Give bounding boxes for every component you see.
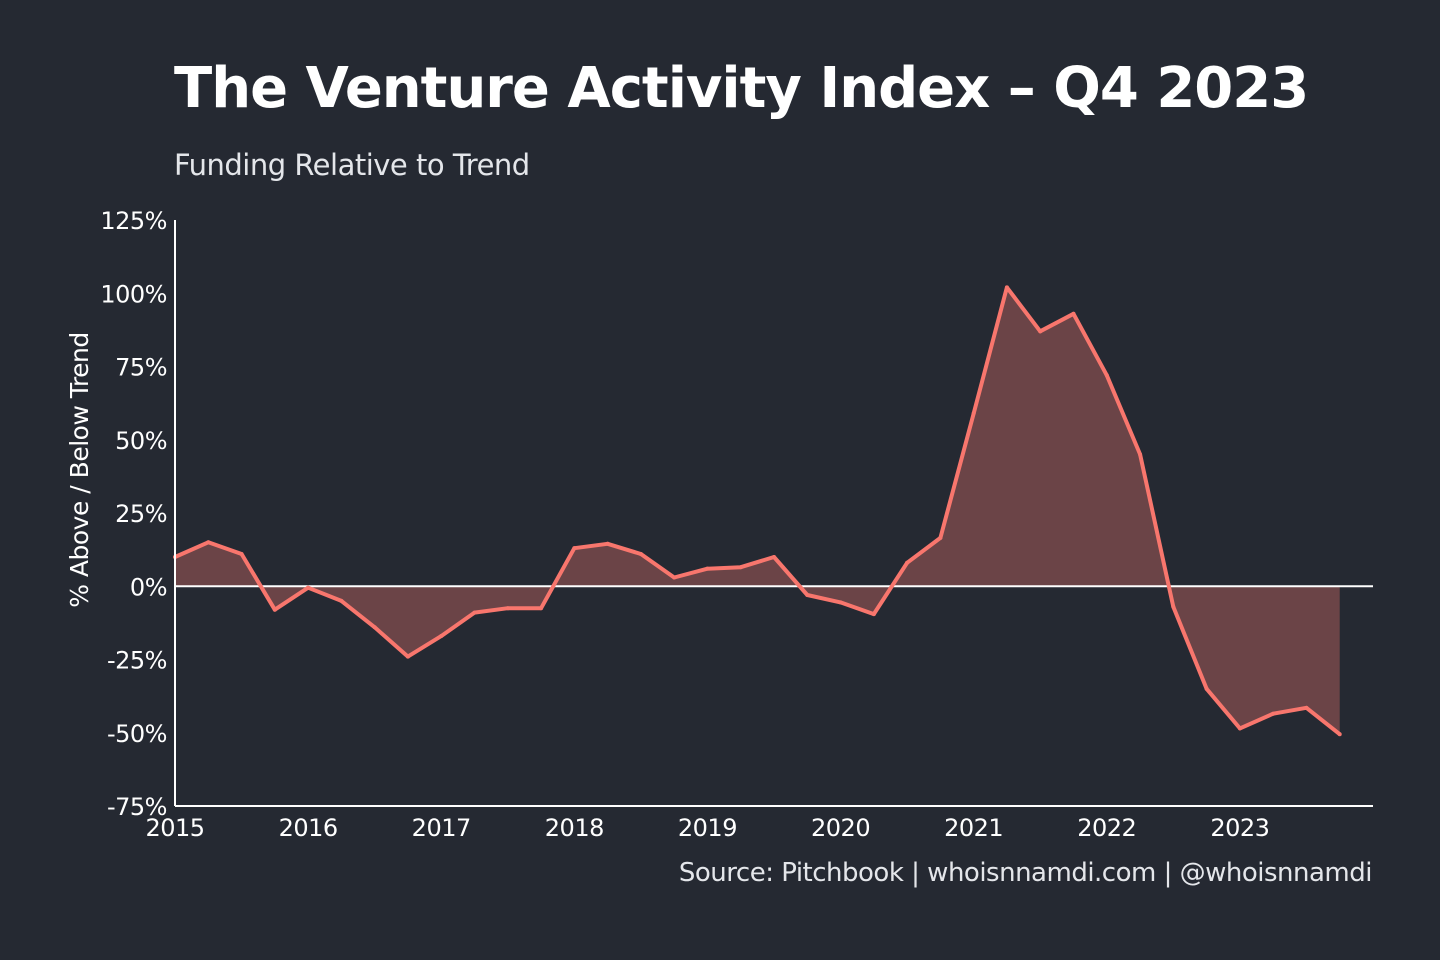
data-point <box>572 546 577 551</box>
x-tick-label: 2019 <box>678 814 737 842</box>
data-point <box>905 560 910 565</box>
chart-title: The Venture Activity Index – Q4 2023 <box>174 56 1309 121</box>
data-point <box>805 593 810 598</box>
data-point <box>306 585 311 590</box>
data-point <box>339 598 344 603</box>
data-point <box>505 606 510 611</box>
data-point <box>1337 732 1342 737</box>
data-point <box>1138 452 1143 457</box>
data-point <box>539 606 544 611</box>
x-tick-label: 2015 <box>145 814 204 842</box>
y-tick-label: 125% <box>100 207 167 235</box>
y-tick-label: 50% <box>115 427 167 455</box>
data-point <box>672 575 677 580</box>
data-point <box>1237 726 1242 731</box>
x-tick-label: 2016 <box>279 814 338 842</box>
x-tick-label: 2020 <box>811 814 870 842</box>
x-tick-label: 2022 <box>1077 814 1136 842</box>
data-point <box>1004 285 1009 290</box>
data-point <box>938 535 943 540</box>
y-tick-label: 75% <box>115 354 167 382</box>
data-point <box>1304 705 1309 710</box>
x-tick-labels: 2015 2016 2017 2018 2019 2020 2021 2022 2023 <box>145 814 1269 842</box>
data-point <box>838 600 843 605</box>
data-point <box>971 411 976 416</box>
y-axis-title: % Above / Below Trend <box>65 332 94 608</box>
y-tick-label: 100% <box>100 280 167 308</box>
data-point <box>1038 329 1043 334</box>
source-caption: Source: Pitchbook | whoisnnamdi.com | @w… <box>678 858 1373 888</box>
y-tick-label: 25% <box>115 500 167 528</box>
data-point <box>772 554 776 559</box>
data-point <box>638 552 643 557</box>
y-tick-labels: 125% 100% 75% 50% 25% 0% -25% -50% -75% <box>100 207 167 821</box>
x-tick-label: 2017 <box>412 814 471 842</box>
data-point <box>405 654 410 659</box>
chart-subtitle: Funding Relative to Trend <box>174 148 530 182</box>
data-point <box>738 565 743 570</box>
data-point <box>871 612 876 617</box>
x-tick-label: 2023 <box>1210 814 1269 842</box>
data-point <box>1204 686 1209 691</box>
data-point <box>439 634 444 639</box>
x-tick-label: 2021 <box>944 814 1003 842</box>
data-point <box>239 552 244 557</box>
area-fill <box>175 287 1340 735</box>
data-point <box>1104 373 1109 378</box>
y-tick-label: 0% <box>130 573 167 601</box>
data-point <box>1271 711 1276 716</box>
data-point <box>1171 604 1176 609</box>
y-tick-label: -50% <box>107 720 167 748</box>
x-tick-label: 2018 <box>545 814 604 842</box>
data-points <box>173 285 1342 737</box>
series-line <box>174 285 1341 736</box>
data-point <box>272 607 277 612</box>
data-point <box>705 566 710 571</box>
plot-area <box>173 285 1373 737</box>
y-tick-label: -75% <box>107 793 167 821</box>
data-point <box>605 541 610 546</box>
data-point <box>472 610 477 615</box>
data-point <box>206 540 211 545</box>
y-tick-label: -25% <box>107 647 167 675</box>
data-point <box>1071 311 1076 316</box>
data-point <box>372 625 377 630</box>
